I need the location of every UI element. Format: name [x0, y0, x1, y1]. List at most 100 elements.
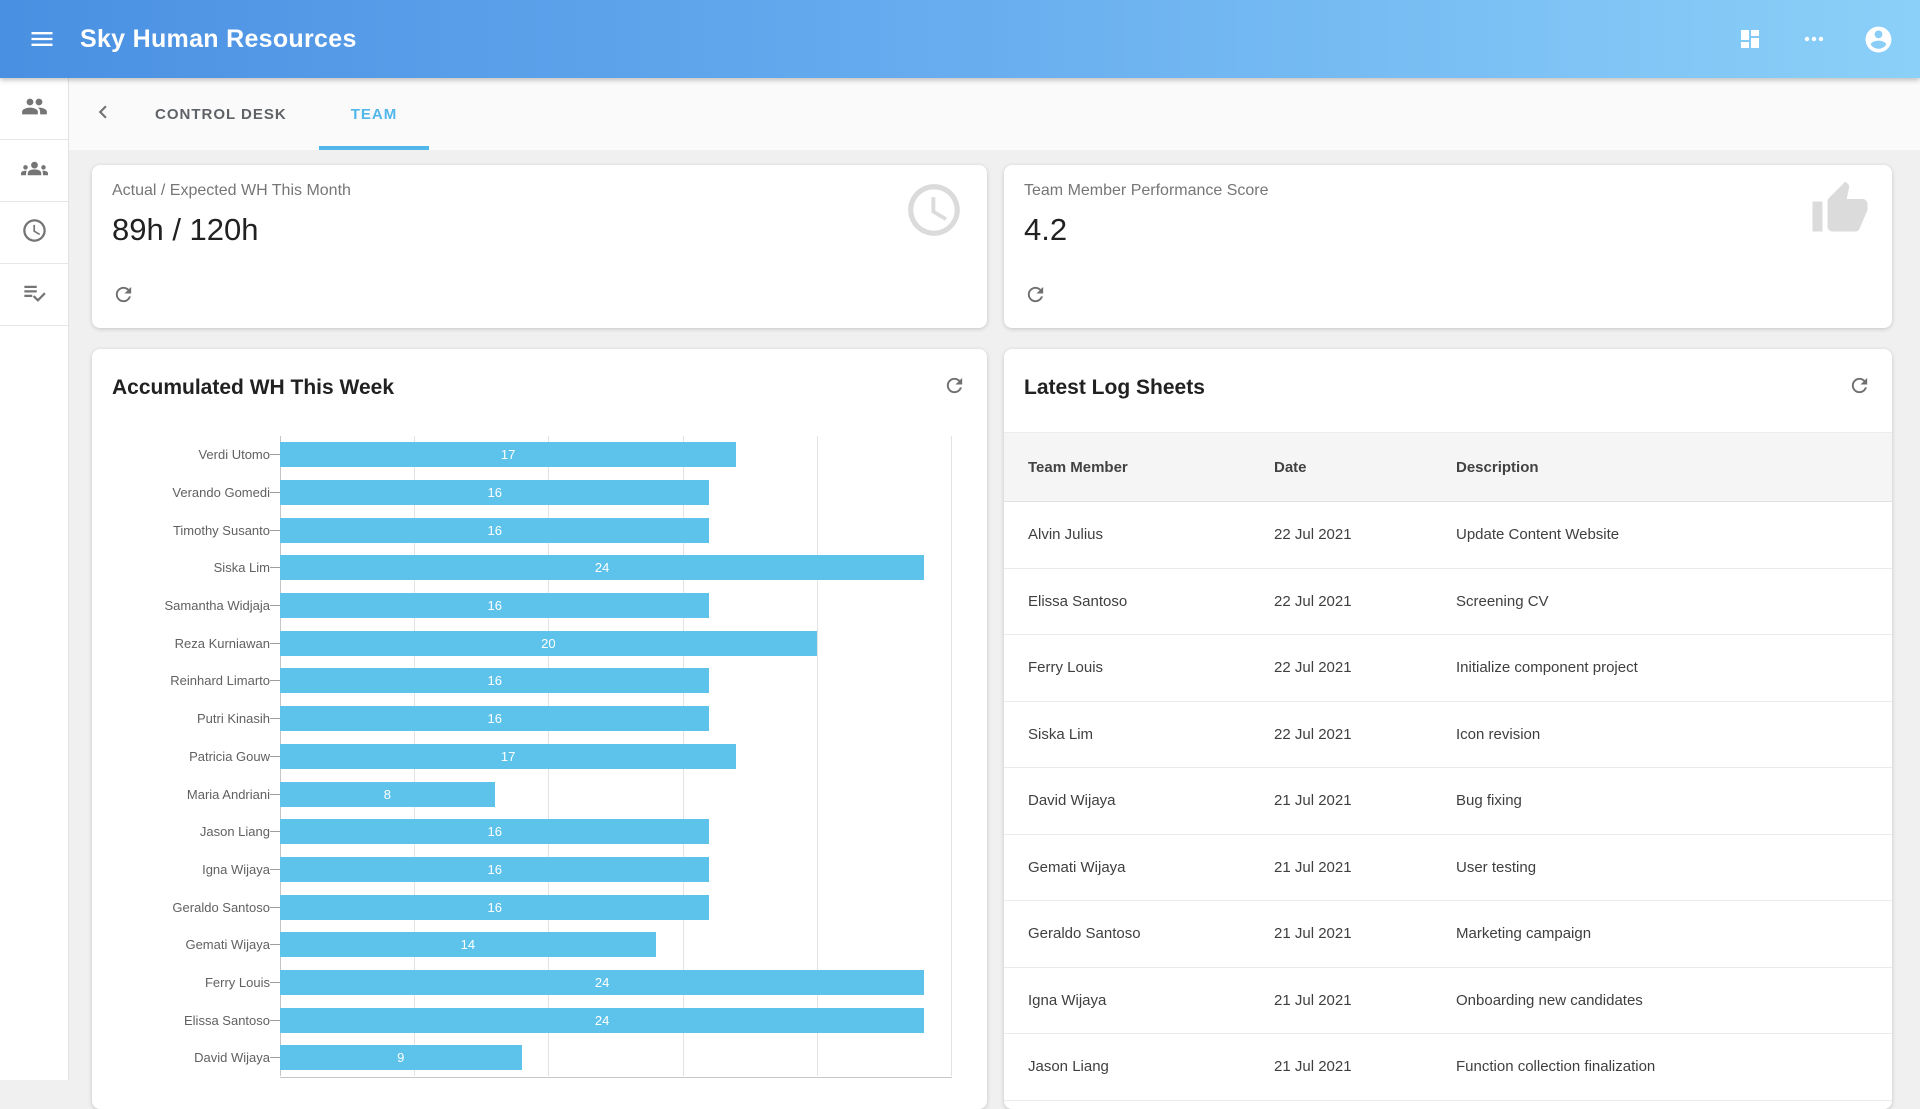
- chart-tick: [270, 1020, 280, 1021]
- sidebar-item-logsheets[interactable]: [0, 264, 68, 326]
- cell-team-member: Igna Wijaya: [1004, 992, 1274, 1009]
- chart-tick: [270, 643, 280, 644]
- chart-bar-value: 16: [487, 673, 501, 688]
- cell-description: Onboarding new candidates: [1456, 992, 1892, 1009]
- stat-title: Team Member Performance Score: [1024, 182, 1872, 200]
- chart-bar-value: 16: [487, 900, 501, 915]
- menu-icon[interactable]: [20, 17, 64, 61]
- chart-bar[interactable]: 16: [280, 895, 709, 920]
- dashboard-grid-icon[interactable]: [1730, 19, 1770, 59]
- chart-bar[interactable]: 24: [280, 1008, 924, 1033]
- sidebar-item-people[interactable]: [0, 78, 68, 140]
- cell-date: 22 Jul 2021: [1274, 726, 1456, 743]
- chart-bar-value: 16: [487, 598, 501, 613]
- tab-team[interactable]: TEAM: [319, 78, 430, 150]
- chart-bar-value: 8: [384, 787, 391, 802]
- refresh-button[interactable]: [108, 282, 138, 312]
- more-options-icon[interactable]: [1794, 19, 1834, 59]
- chevron-left-icon: [90, 99, 116, 130]
- refresh-button[interactable]: [1020, 282, 1050, 312]
- card-latest-log-sheets: Latest Log Sheets Team Member Date Descr…: [1004, 349, 1892, 1109]
- chart-tick: [270, 680, 280, 681]
- chart-bar[interactable]: 14: [280, 932, 656, 957]
- chart-bar-value: 16: [487, 862, 501, 877]
- chart-bar[interactable]: 16: [280, 857, 709, 882]
- chart-category-label: Ferry Louis: [92, 975, 270, 990]
- chart-bar[interactable]: 17: [280, 442, 736, 467]
- cell-description: Initialize component project: [1456, 659, 1892, 676]
- chart-bar[interactable]: 16: [280, 593, 709, 618]
- cell-description: Icon revision: [1456, 726, 1892, 743]
- column-header-date: Date: [1274, 459, 1456, 476]
- tab-control-desk[interactable]: CONTROL DESK: [123, 78, 319, 150]
- chart-category-label: Jason Liang: [92, 824, 270, 839]
- account-circle-icon[interactable]: [1858, 19, 1898, 59]
- chart-bar[interactable]: 24: [280, 970, 924, 995]
- column-header-description: Description: [1456, 459, 1892, 476]
- cell-description: Function collection finalization: [1456, 1058, 1892, 1075]
- chart-bar[interactable]: 16: [280, 668, 709, 693]
- chart-bar-value: 9: [397, 1050, 404, 1065]
- chart-bar-value: 24: [595, 1013, 609, 1028]
- chart-tick: [270, 454, 280, 455]
- chart-bar[interactable]: 24: [280, 555, 924, 580]
- cell-team-member: David Wijaya: [1004, 792, 1274, 809]
- chart-tick: [270, 869, 280, 870]
- chart-tick: [270, 944, 280, 945]
- chart-bar[interactable]: 8: [280, 782, 495, 807]
- refresh-button[interactable]: [939, 373, 969, 403]
- chart-bar-value: 20: [541, 636, 555, 651]
- stat-title: Actual / Expected WH This Month: [112, 182, 967, 200]
- cell-date: 22 Jul 2021: [1274, 593, 1456, 610]
- chart-category-label: Verdi Utomo: [92, 447, 270, 462]
- chart-bar[interactable]: 16: [280, 480, 709, 505]
- cell-team-member: Geraldo Santoso: [1004, 925, 1274, 942]
- chart-bar-value: 16: [487, 711, 501, 726]
- chart-bar-value: 17: [501, 749, 515, 764]
- chart-bar-value: 16: [487, 824, 501, 839]
- refresh-icon: [112, 283, 135, 311]
- chart-tick: [270, 831, 280, 832]
- chart-bar[interactable]: 16: [280, 518, 709, 543]
- stat-value: 4.2: [1024, 212, 1872, 248]
- cell-team-member: Alvin Julius: [1004, 526, 1274, 543]
- chart-bar[interactable]: 16: [280, 706, 709, 731]
- chart-bar[interactable]: 20: [280, 631, 817, 656]
- chart-bar[interactable]: 17: [280, 744, 736, 769]
- chart-baseline: [280, 1077, 952, 1078]
- tab-indicator: [319, 146, 430, 150]
- chart-bar-value: 24: [595, 975, 609, 990]
- chart-tick: [270, 567, 280, 568]
- chart-bar[interactable]: 9: [280, 1045, 522, 1070]
- cell-description: User testing: [1456, 859, 1892, 876]
- back-button[interactable]: [83, 94, 123, 134]
- chart-bar[interactable]: 16: [280, 819, 709, 844]
- cell-team-member: Siska Lim: [1004, 726, 1274, 743]
- chart-category-label: Siska Lim: [92, 560, 270, 575]
- chart-tick: [270, 756, 280, 757]
- sidebar-item-schedule[interactable]: [0, 202, 68, 264]
- chart-tick: [270, 982, 280, 983]
- chart-tick: [270, 1057, 280, 1058]
- refresh-button[interactable]: [1844, 373, 1874, 403]
- cell-description: Screening CV: [1456, 593, 1892, 610]
- sidebar-item-groups[interactable]: [0, 140, 68, 202]
- app-bar: Sky Human Resources: [0, 0, 1920, 78]
- cell-description: Update Content Website: [1456, 526, 1892, 543]
- chart-row: Siska Lim 24: [92, 549, 987, 587]
